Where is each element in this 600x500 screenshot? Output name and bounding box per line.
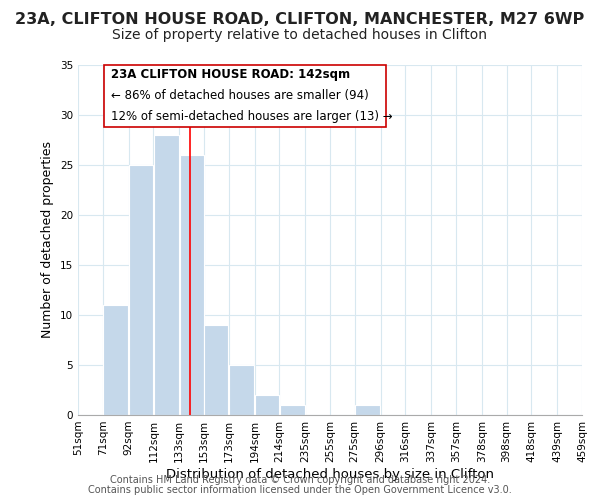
Text: Contains HM Land Registry data © Crown copyright and database right 2024.: Contains HM Land Registry data © Crown c… [110, 475, 490, 485]
Y-axis label: Number of detached properties: Number of detached properties [41, 142, 55, 338]
Bar [204, 325, 229, 415]
FancyBboxPatch shape [104, 65, 386, 127]
Text: ← 86% of detached houses are smaller (94): ← 86% of detached houses are smaller (94… [112, 89, 369, 102]
Bar [355, 405, 380, 415]
Bar [255, 395, 279, 415]
Bar [103, 305, 128, 415]
X-axis label: Distribution of detached houses by size in Clifton: Distribution of detached houses by size … [166, 468, 494, 480]
Text: Contains public sector information licensed under the Open Government Licence v3: Contains public sector information licen… [88, 485, 512, 495]
Text: 23A CLIFTON HOUSE ROAD: 142sqm: 23A CLIFTON HOUSE ROAD: 142sqm [112, 68, 350, 81]
Text: 12% of semi-detached houses are larger (13) →: 12% of semi-detached houses are larger (… [112, 110, 393, 123]
Bar [229, 365, 254, 415]
Bar [154, 135, 179, 415]
Text: Size of property relative to detached houses in Clifton: Size of property relative to detached ho… [113, 28, 487, 42]
Text: 23A, CLIFTON HOUSE ROAD, CLIFTON, MANCHESTER, M27 6WP: 23A, CLIFTON HOUSE ROAD, CLIFTON, MANCHE… [16, 12, 584, 28]
Bar [179, 155, 204, 415]
Bar [280, 405, 305, 415]
Bar [129, 165, 153, 415]
